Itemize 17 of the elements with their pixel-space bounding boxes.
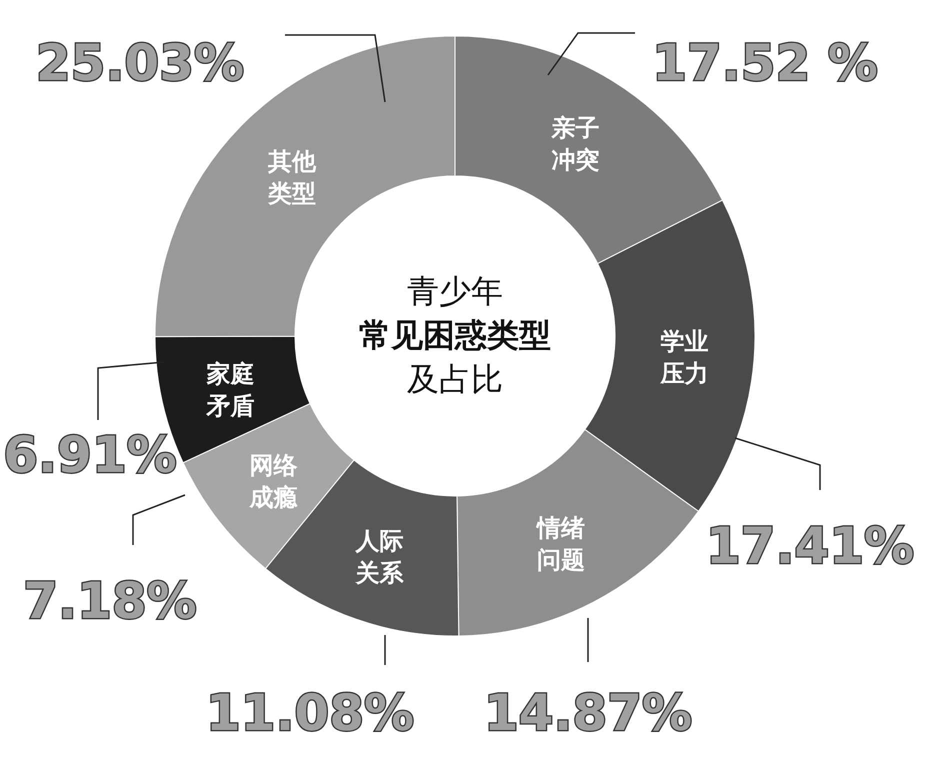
data-label: 17.41% [706,517,914,575]
slice-label: 亲子冲突 [550,114,600,174]
data-label: 7.18% [23,572,197,630]
slice-label: 情绪问题 [535,514,586,574]
data-label: 11.08% [206,684,414,742]
text: 常见困惑类型 [359,316,551,354]
slice-label: 网络成瘾 [248,451,299,512]
data-label: 17.52 % [652,34,878,92]
slice-label: 家庭矛盾 [205,360,254,420]
data-label: 14.87% [484,684,692,742]
text: 及占比 [407,360,503,398]
text: 青少年 [407,272,503,310]
slice-label: 学业压力 [659,328,708,388]
data-label: 25.03% [36,34,244,92]
slice-label: 人际关系 [354,527,404,588]
slice-label: 其他类型 [267,148,318,208]
data-label: 6.91% [3,426,177,484]
